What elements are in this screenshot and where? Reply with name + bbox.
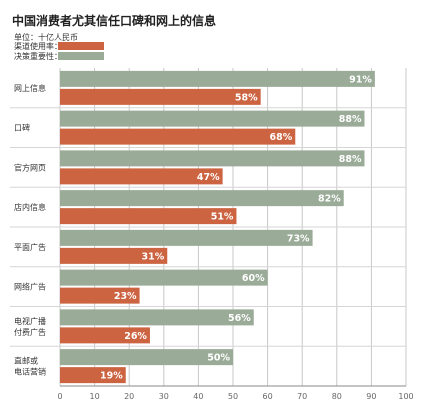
legend-label-importance: 决策重要性：	[14, 52, 62, 61]
x-tick-label-5: 50	[228, 392, 238, 401]
data-label-usage-6: 26%	[124, 331, 147, 342]
chart-title: 中国消费者尤其信任口碑和网上的信息	[12, 14, 217, 28]
category-label-0: 网上信息	[14, 83, 46, 93]
category-label-5: 网络广告	[14, 282, 46, 292]
bar-importance-6	[60, 309, 254, 326]
bar-usage-3	[60, 208, 237, 225]
bar-usage-0	[60, 88, 261, 105]
category-label-7-1: 电话营销	[14, 367, 46, 377]
data-label-usage-3: 51%	[211, 212, 234, 223]
data-label-usage-2: 47%	[197, 172, 220, 183]
bar-usage-4	[60, 247, 168, 264]
data-label-importance-7: 50%	[207, 353, 230, 364]
unit-label: 单位：十亿人民币	[14, 33, 78, 42]
category-label-6-1: 付费广告	[14, 327, 46, 337]
category-label-3: 店内信息	[14, 202, 46, 212]
data-label-usage-4: 31%	[142, 251, 165, 262]
x-tick-label-4: 40	[193, 392, 203, 401]
bar-importance-2	[60, 150, 365, 167]
data-label-usage-5: 23%	[114, 291, 137, 302]
legend-swatch-usage	[58, 42, 104, 50]
legend-label-usage: 渠道使用率：	[14, 42, 62, 51]
bar-importance-0	[60, 70, 375, 87]
category-label-2: 官方网页	[14, 162, 46, 172]
data-label-importance-1: 88%	[339, 114, 362, 125]
bar-usage-5	[60, 287, 140, 304]
data-label-importance-5: 60%	[242, 273, 265, 284]
data-label-importance-3: 82%	[318, 194, 341, 205]
x-tick-label-2: 20	[124, 392, 134, 401]
data-label-usage-0: 58%	[235, 92, 258, 103]
legend-swatch-importance	[58, 52, 104, 60]
x-tick-label-8: 80	[332, 392, 342, 401]
data-label-importance-0: 91%	[349, 74, 372, 85]
bar-usage-1	[60, 128, 296, 145]
data-label-importance-4: 73%	[287, 233, 310, 244]
data-label-importance-2: 88%	[339, 154, 362, 165]
bar-importance-5	[60, 269, 268, 286]
bar-usage-2	[60, 168, 223, 185]
data-label-importance-6: 56%	[228, 313, 251, 324]
category-label-7-0: 直邮或	[14, 356, 38, 366]
bar-usage-6	[60, 327, 150, 344]
bar-importance-3	[60, 190, 344, 207]
x-tick-label-0: 0	[57, 392, 62, 401]
x-tick-label-1: 10	[90, 392, 100, 401]
category-label-1: 口碑	[14, 123, 30, 133]
category-label-4: 平面广告	[14, 242, 46, 252]
bar-importance-1	[60, 110, 365, 127]
x-tick-label-9: 90	[366, 392, 376, 401]
bar-importance-7	[60, 349, 233, 366]
bar-importance-4	[60, 229, 313, 246]
category-label-6-0: 电视广播	[14, 316, 46, 326]
data-label-usage-1: 68%	[270, 132, 293, 143]
legend-item-importance: 决策重要性：	[14, 51, 104, 62]
x-tick-label-7: 70	[297, 392, 307, 401]
x-tick-label-10: 100	[398, 392, 413, 401]
bar-usage-7	[60, 367, 126, 384]
data-label-usage-7: 19%	[100, 371, 123, 382]
legend-item-usage: 渠道使用率：	[14, 41, 104, 52]
x-tick-label-3: 30	[159, 392, 169, 401]
x-tick-label-6: 60	[263, 392, 273, 401]
